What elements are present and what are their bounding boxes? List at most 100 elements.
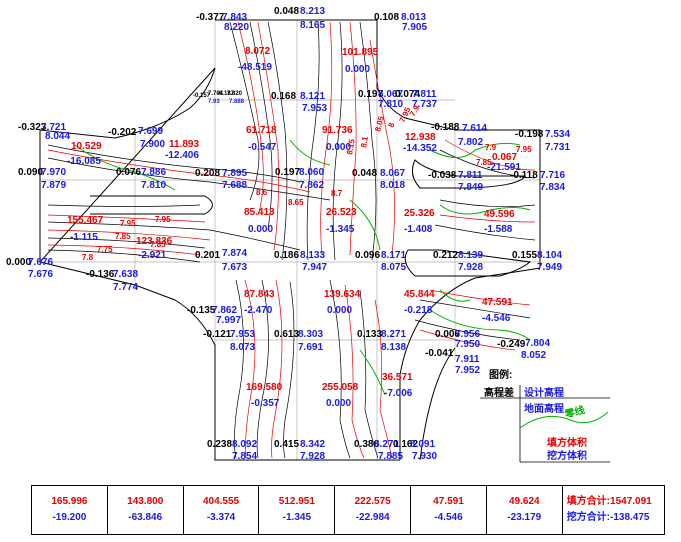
elevation-label: -0.198	[515, 129, 544, 140]
elevation-label: 8.139	[458, 250, 483, 261]
elevation-label: 0.415	[274, 439, 299, 450]
elevation-label: 139.634	[324, 289, 361, 300]
elevation-label: 8.091	[410, 439, 435, 450]
elevation-label: 7.731	[545, 142, 570, 153]
elevation-label: -0.157	[193, 93, 211, 99]
legend-ground-label: 地面高程	[524, 402, 564, 415]
elevation-label: -0.136	[86, 269, 115, 280]
elevation-label: 8.072	[245, 46, 270, 57]
summary-cut-value: -19.200	[52, 512, 87, 523]
elevation-label: 0.613	[274, 329, 299, 340]
elevation-label: 7.905	[402, 22, 427, 33]
earthwork-summary-table: 165.996 -19.200 143.800 -63.846 404.555 …	[31, 485, 665, 535]
elevation-label: 8.171	[381, 250, 406, 261]
elevation-label: 8.213	[300, 6, 325, 17]
elevation-label: 0.000	[326, 398, 351, 409]
zero-line	[74, 139, 531, 396]
contour-value-label: 8.15	[345, 138, 357, 155]
elevation-label: 7.95	[516, 145, 532, 154]
elevation-label: 10.529	[71, 141, 102, 152]
summary-cut-value: -4.546	[434, 512, 463, 523]
elevation-label: 0.186	[274, 250, 299, 261]
elevation-label: 7.888	[229, 99, 245, 105]
elevation-label: 0.197	[358, 89, 383, 100]
elevation-label: 7.854	[232, 451, 257, 462]
elevation-label: -1.115	[70, 232, 98, 243]
summary-cell: 143.800 -63.846	[108, 486, 184, 534]
elevation-label: 7.862	[212, 305, 237, 316]
elevation-label: 7.774	[113, 282, 138, 293]
elevation-label: -0.357	[251, 398, 280, 409]
elevation-label: -1.408	[404, 224, 433, 235]
elevation-label: 255.058	[322, 382, 359, 393]
elevation-label: 7.928	[458, 262, 483, 273]
elevation-label: 0.000	[326, 142, 351, 153]
elevation-label: 7.885	[378, 451, 403, 462]
elevation-label: 0.048	[274, 6, 299, 17]
summary-cell: 47.591 -4.546	[411, 486, 487, 534]
elevation-label: 7.673	[222, 262, 247, 273]
elevation-label: 0.074	[395, 89, 420, 100]
elevation-label: -0.121	[203, 329, 232, 340]
elevation-label: 0.000	[6, 257, 31, 268]
legend-title: 图例:	[489, 368, 512, 381]
contour-value-label: 8.1	[359, 135, 370, 148]
elevation-label: 7.716	[540, 170, 565, 181]
elevation-label: 7.849	[458, 182, 483, 193]
elevation-label: 8.092	[232, 439, 257, 450]
elevation-label: -1.345	[326, 224, 355, 235]
legend-cut-fill-label: 高程差	[484, 386, 514, 399]
elevation-label: 8.342	[300, 439, 325, 450]
elevation-label: 7.947	[302, 262, 327, 273]
elevation-label: 7.956	[455, 329, 480, 340]
elevation-label: 0.197	[275, 167, 300, 178]
summary-fill-value: 222.575	[354, 496, 391, 507]
legend-zero-line-sample	[519, 411, 609, 429]
elevation-label: 7.886	[141, 167, 166, 178]
elevation-label: 49.596	[484, 209, 515, 220]
elevation-label: -4.546	[482, 313, 511, 324]
elevation-label: -12.406	[165, 150, 199, 161]
elevation-label: 7.952	[455, 365, 480, 376]
elevation-label: 8.104	[537, 250, 562, 261]
elevation-label: -0.547	[248, 142, 277, 153]
elevation-label: 8.044	[45, 131, 70, 142]
elevation-label: 0.208	[195, 168, 220, 179]
summary-fill-value: 404.555	[202, 496, 240, 507]
elevation-label: 8.133	[300, 250, 325, 261]
elevation-label: 0.133	[357, 329, 382, 340]
elevation-label: 26.523	[326, 207, 357, 218]
summary-cell: 512.951 -1.345	[259, 486, 336, 534]
elevation-label: 36.571	[382, 372, 413, 383]
elevation-label: 7.820	[227, 91, 243, 97]
elevation-label: 123.836	[136, 236, 173, 247]
elevation-label: 7.93	[208, 99, 220, 105]
elevation-label: 7.638	[113, 269, 138, 280]
summary-cut-total: 挖方合计:-138.475	[566, 512, 650, 523]
elevation-label: 7.928	[300, 451, 325, 462]
summary-cut-value: -22.984	[355, 512, 390, 523]
elevation-label: -0.041	[425, 348, 454, 359]
elevation-label: 7.614	[462, 123, 487, 134]
elevation-label: 8.7	[331, 189, 343, 198]
legend-design-label: 设计高程	[524, 386, 564, 399]
summary-fill-value: 49.624	[508, 496, 540, 507]
design-contours	[47, 21, 536, 459]
elevation-label: -0.135	[187, 305, 216, 316]
contour-value-label: 8.05	[373, 115, 386, 133]
elevation-label: 0.201	[195, 250, 220, 261]
summary-cut-value: -1.345	[282, 512, 312, 523]
elevation-label: 101.895	[342, 47, 379, 58]
elevation-label: 0.048	[352, 168, 377, 179]
elevation-label: 7.930	[412, 451, 437, 462]
summary-fill-value: 165.996	[51, 496, 88, 507]
elevation-label: 7.85	[150, 240, 166, 249]
elevation-label: -0.249	[497, 339, 526, 350]
elevation-label: 8.138	[381, 342, 406, 353]
elevation-label: 7.699	[138, 126, 163, 137]
elevation-label: 7.874	[222, 248, 247, 259]
elevation-label: 7.862	[299, 180, 324, 191]
elevation-label: 7.676	[28, 257, 53, 268]
elevation-label: 11.893	[169, 139, 199, 150]
